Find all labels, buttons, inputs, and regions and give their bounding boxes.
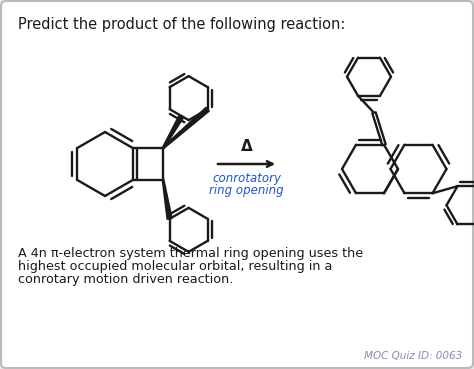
Polygon shape	[163, 107, 210, 149]
Polygon shape	[163, 115, 183, 148]
Text: Δ: Δ	[241, 139, 252, 154]
Text: MOC Quiz ID: 0063: MOC Quiz ID: 0063	[364, 351, 462, 361]
Text: Predict the product of the following reaction:: Predict the product of the following rea…	[18, 17, 346, 32]
Text: A 4n π-electron system thermal ring opening uses the: A 4n π-electron system thermal ring open…	[18, 247, 363, 260]
Polygon shape	[162, 180, 172, 219]
Text: conrotatory: conrotatory	[212, 172, 281, 185]
Text: ring opening: ring opening	[209, 184, 284, 197]
Text: highest occupied molecular orbital, resulting in a: highest occupied molecular orbital, resu…	[18, 260, 332, 273]
Text: conrotary motion driven reaction.: conrotary motion driven reaction.	[18, 273, 233, 286]
